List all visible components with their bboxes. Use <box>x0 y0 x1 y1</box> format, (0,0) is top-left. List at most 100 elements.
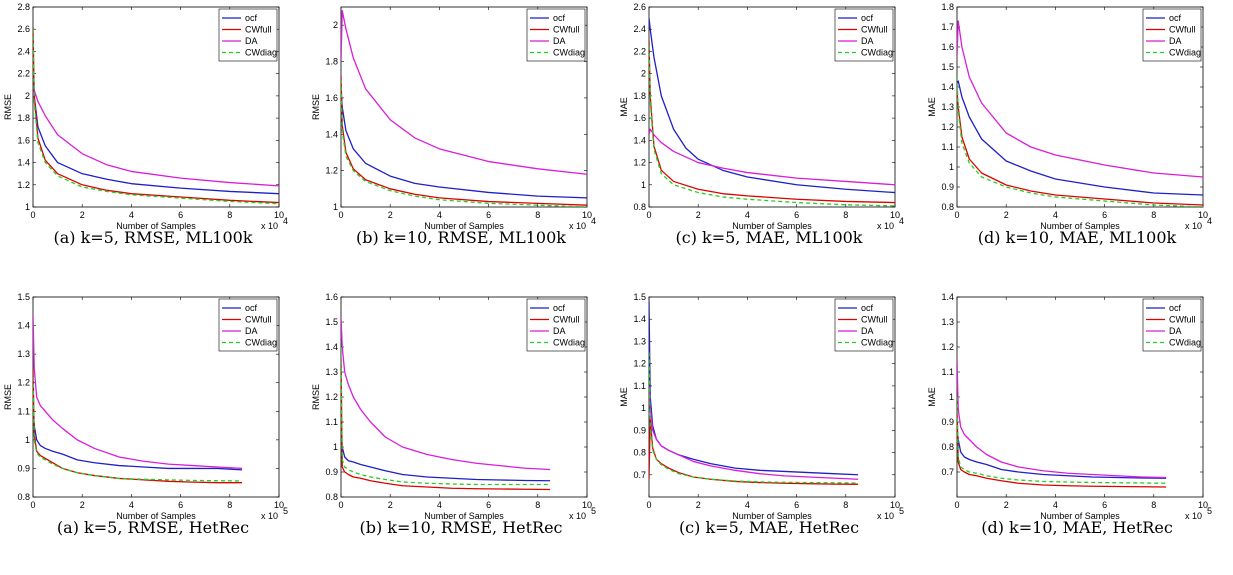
figure-caption: (c) k=5, MAE, ML100k <box>675 228 863 247</box>
y-tick-label: 1.4 <box>325 342 338 352</box>
x-tick-label: 0 <box>646 500 651 510</box>
series-line-cwfull <box>649 40 895 204</box>
legend-label-da: DA <box>245 36 258 46</box>
series-group <box>33 26 279 205</box>
figure-caption: (d) k=10, MAE, HetRec <box>981 518 1173 537</box>
x-tick-label: 4 <box>1053 210 1058 220</box>
legend-label-cwfull: CWfull <box>1169 315 1196 325</box>
series-line-ocf <box>957 426 1167 479</box>
x-tick-label: 10 <box>582 500 592 510</box>
figure-caption: (c) k=5, MAE, HetRec <box>678 518 860 537</box>
x-tick-label: 8 <box>227 210 232 220</box>
x-tick-label: 6 <box>486 210 491 220</box>
y-tick-label: 1.1 <box>17 406 30 416</box>
legend-label-da: DA <box>553 36 566 46</box>
y-tick-label: 1.3 <box>325 367 338 377</box>
legend-label-cwdiag: CWdiag <box>553 48 585 58</box>
y-tick-label: 1.4 <box>941 82 954 92</box>
x-tick-label: 6 <box>1102 500 1107 510</box>
y-tick-label: 1.3 <box>941 317 954 327</box>
x-tick-label: 4 <box>129 500 134 510</box>
y-tick-label: 0.7 <box>633 470 646 480</box>
x-tick-label: 10 <box>274 500 284 510</box>
series-group <box>33 314 243 484</box>
x-tick-label: 2 <box>1004 500 1009 510</box>
x-axis-label: Number of Samples <box>732 511 812 521</box>
chart-svg: 0 2 4 6 8 10 0.7 0.8 0.9 1 1.1 1.2 1.3 1.4 Number of S… <box>927 292 1212 521</box>
y-tick-label: 1.5 <box>17 292 30 302</box>
x-axis-label: Number of Samples <box>116 511 196 521</box>
y-tick-label: 2 <box>333 20 338 30</box>
y-axis-label: MAE <box>927 387 937 407</box>
x-tick-label: 6 <box>794 210 799 220</box>
series-line-cwdiag <box>649 352 859 484</box>
x-axis-label: Number of Samples <box>1040 511 1120 521</box>
y-tick-label: 1.8 <box>941 2 954 12</box>
series-line-da <box>341 9 587 175</box>
y-axis-label: RMSE <box>311 384 321 410</box>
y-tick-label: 1 <box>641 403 646 413</box>
y-tick-label: 1.2 <box>941 342 954 352</box>
y-tick-label: 0.8 <box>633 202 646 212</box>
y-tick-label: 1.1 <box>941 367 954 377</box>
y-tick-label: 1.6 <box>17 135 30 145</box>
x-tick-label: 2 <box>1004 210 1009 220</box>
chart-svg: 0 2 4 6 8 10 0.8 1 1.2 1.4 1.6 1.8 2 2.2 2.4 2.6 Number … <box>619 2 904 231</box>
y-axis-label: RMSE <box>3 94 13 120</box>
chart-panel: 0 2 4 6 8 10 0.8 1 1.2 1.4 1.6 1.8 2 2.2 2.4 2.6 Number … <box>616 0 922 285</box>
legend-label-ocf: ocf <box>245 13 258 23</box>
y-tick-label: 1 <box>949 392 954 402</box>
y-tick-label: 0.9 <box>633 425 646 435</box>
y-tick-label: 1.6 <box>325 93 338 103</box>
x-tick-label: 0 <box>338 210 343 220</box>
legend-label-ocf: ocf <box>1169 13 1182 23</box>
legend-label-cwdiag: CWdiag <box>245 338 277 348</box>
y-tick-label: 0.8 <box>941 202 954 212</box>
x-tick-label: 4 <box>437 210 442 220</box>
legend-label-cwfull: CWfull <box>1169 25 1196 35</box>
y-tick-label: 2.8 <box>17 2 30 12</box>
x-scale-factor: x 10 <box>1185 221 1202 231</box>
y-tick-label: 0.9 <box>325 467 338 477</box>
x-scale-exponent: 5 <box>591 506 596 516</box>
y-tick-label: 2.2 <box>633 46 646 56</box>
x-tick-label: 6 <box>794 500 799 510</box>
y-tick-label: 0.7 <box>941 467 954 477</box>
x-scale-exponent: 5 <box>283 506 288 516</box>
x-tick-label: 10 <box>890 210 900 220</box>
x-axis-label: Number of Samples <box>732 221 812 231</box>
series-line-cwdiag <box>33 29 279 205</box>
legend-label-cwdiag: CWdiag <box>861 338 893 348</box>
series-line-cwfull <box>957 409 1167 488</box>
chart-svg: 0 2 4 6 8 10 0.7 0.8 0.9 1 1.1 1.2 1.3 1.4 1.5 Number o… <box>619 292 904 521</box>
y-tick-label: 1.4 <box>325 129 338 139</box>
y-tick-label: 2 <box>641 69 646 79</box>
chart-panel: 0 2 4 6 8 10 1 1.2 1.4 1.6 1.8 2 Number of Samples RM… <box>308 0 614 285</box>
x-tick-label: 0 <box>646 210 651 220</box>
x-scale-factor: x 10 <box>877 221 894 231</box>
y-tick-label: 1.3 <box>17 349 30 359</box>
x-tick-label: 10 <box>890 500 900 510</box>
y-tick-label: 0.8 <box>17 492 30 502</box>
legend-label-ocf: ocf <box>1169 303 1182 313</box>
x-tick-label: 10 <box>1198 210 1208 220</box>
figure-caption: (a) k=5, RMSE, ML100k <box>53 228 253 247</box>
x-axis-label: Number of Samples <box>424 221 504 231</box>
y-tick-label: 1.6 <box>325 292 338 302</box>
x-scale-factor: x 10 <box>877 511 894 521</box>
legend-label-cwdiag: CWdiag <box>553 338 585 348</box>
legend-label-ocf: ocf <box>245 303 258 313</box>
y-tick-label: 1.2 <box>941 122 954 132</box>
x-axis-label: Number of Samples <box>1040 221 1120 231</box>
x-scale-exponent: 4 <box>1207 216 1212 226</box>
x-tick-label: 8 <box>1151 500 1156 510</box>
y-tick-label: 1.2 <box>633 359 646 369</box>
x-tick-label: 0 <box>30 210 35 220</box>
x-tick-label: 2 <box>80 210 85 220</box>
chart-panel: 0 2 4 6 8 10 0.7 0.8 0.9 1 1.1 1.2 1.3 1.4 Number of S… <box>924 290 1230 575</box>
legend-label-ocf: ocf <box>861 303 874 313</box>
y-tick-label: 1.8 <box>633 91 646 101</box>
y-tick-label: 0.9 <box>941 182 954 192</box>
series-line-cwdiag <box>33 376 243 482</box>
x-tick-label: 10 <box>1198 500 1208 510</box>
